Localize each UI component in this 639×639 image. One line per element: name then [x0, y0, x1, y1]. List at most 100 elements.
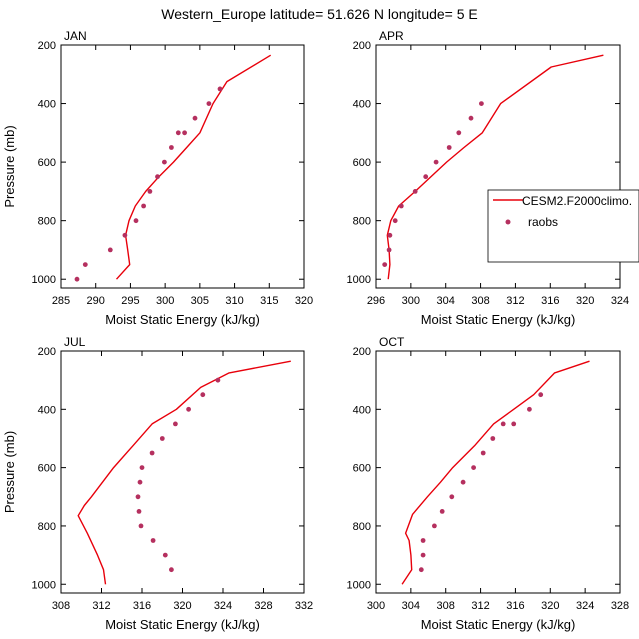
x-tick-label: 305: [191, 295, 209, 307]
x-tick-label: 315: [260, 295, 278, 307]
legend-obs-marker: [505, 219, 511, 225]
y-tick-label: 400: [38, 99, 56, 111]
x-tick-label: 295: [121, 295, 139, 307]
obs-point: [135, 494, 141, 500]
x-tick-label: 308: [52, 600, 70, 612]
obs-point: [386, 247, 392, 253]
plot-frame: [375, 350, 621, 594]
y-tick-label: 800: [353, 521, 371, 533]
y-tick-label: 1000: [32, 579, 56, 591]
x-tick-label: 316: [133, 600, 151, 612]
x-tick-label: 300: [402, 295, 420, 307]
x-tick-label: 316: [541, 295, 559, 307]
x-tick-label: 300: [156, 295, 174, 307]
obs-point: [175, 130, 181, 136]
obs-point: [471, 465, 476, 470]
obs-point: [412, 189, 418, 194]
obs-point: [479, 101, 484, 106]
model-line: [115, 54, 272, 280]
obs-point: [398, 203, 404, 209]
obs-point: [215, 377, 221, 383]
obs-point: [138, 523, 144, 529]
obs-point: [511, 421, 517, 427]
plot-frame: [375, 44, 621, 289]
obs-point: [159, 436, 165, 441]
x-tick-label: 320: [541, 600, 559, 612]
obs-point: [139, 465, 145, 470]
x-tick-label: 312: [92, 600, 110, 612]
obs-point: [162, 552, 168, 558]
obs-point: [192, 115, 198, 121]
model-line: [401, 360, 590, 585]
y-tick-label: 400: [353, 99, 371, 111]
panel-label: APR: [379, 29, 404, 43]
obs-point: [538, 392, 544, 398]
x-tick-label: 304: [437, 295, 455, 307]
obs-point: [182, 130, 188, 136]
obs-point: [74, 276, 80, 282]
obs-point: [150, 538, 156, 543]
obs-point: [423, 174, 429, 180]
y-tick-label: 1000: [32, 274, 56, 286]
x-tick-label: 312: [506, 295, 524, 307]
obs-point: [133, 218, 139, 224]
x-tick-label: 324: [576, 600, 594, 612]
y-tick-label: 1000: [347, 579, 371, 591]
obs-point: [169, 567, 174, 573]
y-tick-label: 200: [353, 346, 371, 358]
x-tick-label: 320: [173, 600, 191, 612]
obs-point: [456, 130, 462, 136]
obs-point: [500, 421, 506, 427]
obs-point: [200, 392, 206, 398]
obs-point: [480, 450, 486, 456]
x-axis-label: Moist Static Energy (kJ/kg): [105, 617, 260, 632]
y-tick-label: 600: [353, 463, 371, 475]
y-tick-label: 200: [38, 346, 56, 358]
obs-point: [206, 101, 212, 106]
obs-point: [186, 406, 192, 412]
y-tick-label: 600: [38, 157, 56, 169]
obs-point: [527, 406, 532, 412]
x-axis-label: Moist Static Energy (kJ/kg): [421, 312, 576, 327]
obs-point: [169, 145, 174, 150]
x-tick-label: 300: [367, 600, 385, 612]
x-tick-label: 316: [506, 600, 524, 612]
obs-point: [433, 159, 439, 165]
panel-oct: OCT 300 304 308 312 316 320 324 328 200 400 600 800 1…: [347, 335, 630, 632]
y-tick-label: 400: [353, 404, 371, 416]
legend-model-label: CESM2.F2000climo.: [522, 194, 632, 208]
obs-point: [387, 232, 393, 238]
panel-jan: JAN 285 290 295 300 305 310 315 320 200 400 600 800 1…: [2, 29, 313, 327]
x-tick-label: 312: [471, 600, 489, 612]
x-tick-label: 328: [611, 600, 629, 612]
obs-point: [149, 450, 155, 456]
y-axis-label: Pressure (mb): [2, 125, 17, 207]
x-tick-label: 296: [367, 295, 385, 307]
figure-title: Western_Europe latitude= 51.626 N longit…: [161, 6, 478, 22]
obs-point: [420, 538, 426, 543]
x-tick-label: 328: [254, 600, 272, 612]
obs-point: [217, 86, 223, 92]
obs-point: [137, 479, 143, 485]
x-tick-label: 332: [295, 600, 313, 612]
obs-point: [449, 494, 455, 500]
obs-point: [173, 421, 178, 427]
panel-label: JAN: [64, 29, 87, 43]
panel-label: OCT: [379, 335, 405, 349]
y-tick-label: 600: [38, 463, 56, 475]
y-tick-label: 800: [38, 216, 56, 228]
y-tick-label: 200: [38, 40, 56, 52]
y-tick-label: 600: [353, 157, 371, 169]
obs-point: [468, 115, 474, 121]
obs-point: [392, 218, 398, 224]
x-tick-label: 308: [437, 600, 455, 612]
x-tick-label: 320: [295, 295, 313, 307]
obs-point: [460, 479, 466, 485]
obs-point: [418, 567, 424, 573]
y-tick-label: 200: [353, 40, 371, 52]
y-tick-label: 1000: [347, 274, 371, 286]
model-line: [77, 360, 291, 585]
legend: CESM2.F2000climo. raobs: [487, 189, 639, 263]
obs-point: [82, 262, 88, 267]
